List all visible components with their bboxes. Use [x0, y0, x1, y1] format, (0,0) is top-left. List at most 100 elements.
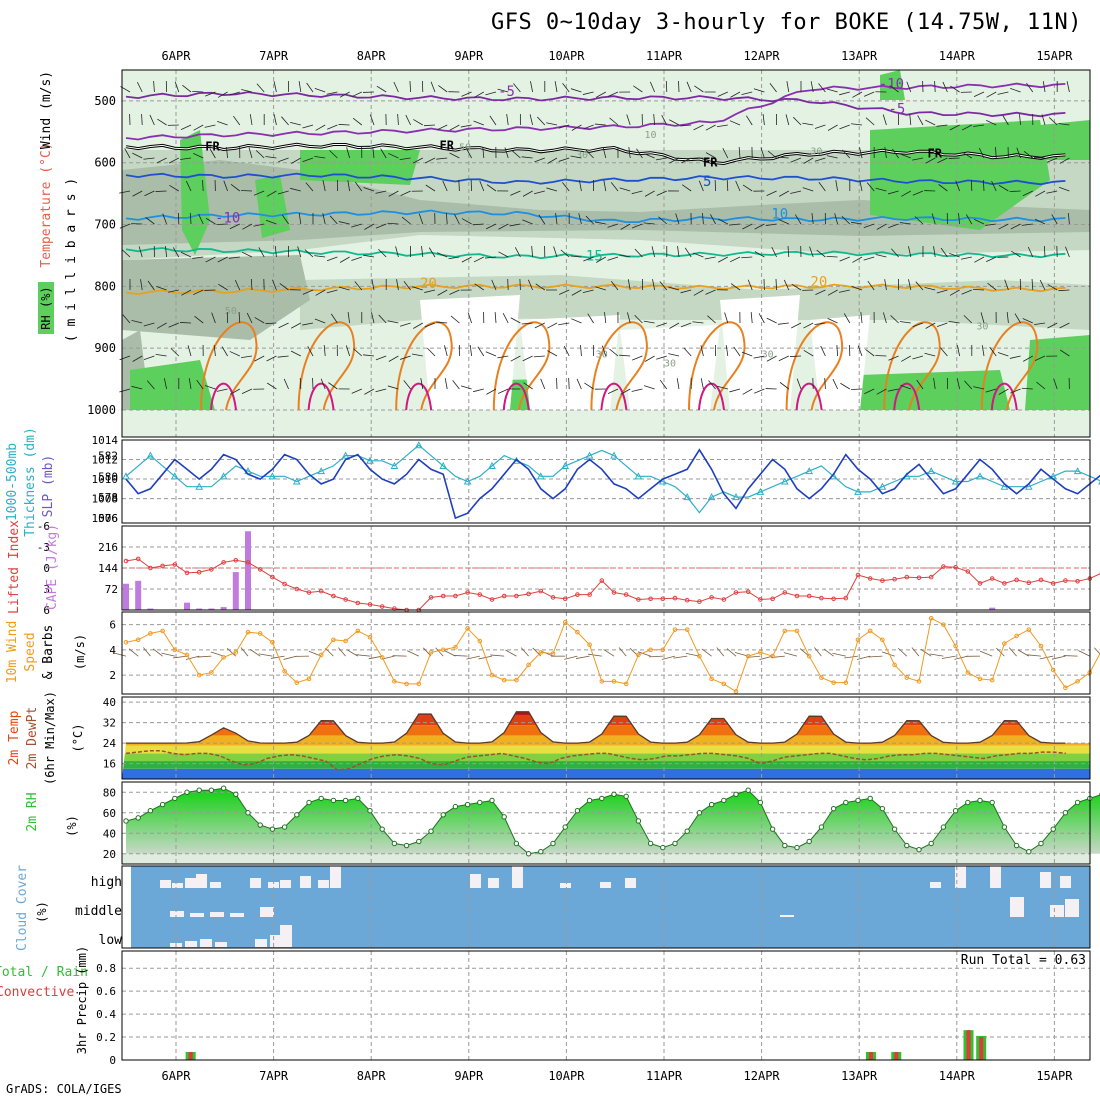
rh-marker	[416, 838, 422, 845]
lifted-index-marker	[1002, 581, 1007, 586]
wind-speed-marker	[1038, 643, 1044, 649]
wind-barb	[486, 184, 497, 192]
wind-speed-marker	[562, 619, 568, 625]
wind-barb	[302, 322, 314, 326]
rh-marker	[294, 812, 300, 818]
wind-barb	[558, 124, 570, 129]
wind-barb	[986, 91, 997, 98]
surface-wind-barb	[844, 655, 859, 659]
surface-wind-barb	[283, 655, 297, 660]
cape-bar	[147, 608, 154, 610]
lifted-index-marker	[782, 590, 788, 595]
wind-barb	[900, 384, 911, 390]
lifted-index-marker	[672, 595, 678, 601]
wind-barb	[1031, 278, 1034, 291]
wind-barb	[424, 289, 436, 293]
wind-barb	[278, 322, 289, 329]
wind-barb	[826, 88, 838, 93]
thickness-marker	[976, 472, 984, 480]
wind-barb	[1059, 157, 1070, 164]
wind-barb	[182, 84, 192, 93]
wind-barb	[395, 246, 399, 258]
panel-2m-temp: 16 24 32 40 2m Temp 2m DewPt (6hr Min/Max) (°C)	[7, 691, 1091, 785]
wind-barb	[692, 321, 704, 324]
temp-band	[122, 711, 1090, 715]
y-tick-label: 0.8	[96, 962, 116, 975]
precip-convective-bar	[188, 1051, 193, 1060]
wind-barb	[912, 322, 924, 328]
panel-frame	[121, 439, 1091, 524]
wind-barb	[875, 187, 887, 192]
wind-barb	[277, 355, 289, 358]
millibars-label: ( m i l l i b a r s )	[64, 178, 79, 342]
lifted-index-marker	[331, 593, 336, 599]
wind-speed-marker	[672, 627, 678, 632]
wind-barb	[610, 182, 619, 192]
wind-barb	[346, 147, 350, 159]
wind-barb	[376, 85, 387, 93]
wind-barb	[352, 117, 363, 126]
wind-barb	[766, 190, 777, 196]
x-tick-label-top: 14APR	[939, 49, 976, 63]
wind-barb	[205, 217, 216, 225]
wind-barb	[851, 221, 863, 225]
wind-barb	[594, 123, 606, 126]
wind-barb	[255, 150, 265, 159]
wind-barb	[339, 91, 350, 98]
temp-axis-unit: (°C)	[71, 724, 85, 753]
lifted-index-marker	[636, 597, 641, 602]
wind-barb	[960, 256, 972, 260]
wind-barb	[338, 286, 350, 291]
thickness-marker	[878, 482, 887, 490]
y-tick-label: 900	[94, 341, 116, 355]
wind-barb	[241, 388, 253, 394]
wind-barb	[427, 347, 436, 357]
panel-frame	[121, 950, 1091, 1061]
rh-marker	[855, 797, 861, 804]
x-tick-label-top: 12APR	[744, 49, 781, 63]
slp-axis-label: SLP (mb)	[41, 455, 56, 518]
wind-barb	[145, 217, 155, 225]
lifted-index-marker	[599, 578, 605, 583]
rh-marker	[647, 840, 654, 847]
wind-barb	[400, 190, 411, 196]
lifted-index-marker	[928, 574, 934, 580]
wind-barb	[632, 355, 643, 361]
wind-barb	[523, 382, 533, 390]
wind-barb	[791, 283, 802, 291]
rh-marker	[342, 797, 349, 804]
wind-barb	[371, 279, 375, 291]
wind-barb	[684, 247, 692, 258]
wind-barb	[315, 124, 326, 131]
wind-speed-marker	[343, 638, 348, 644]
cloud-level-label: high	[91, 875, 122, 890]
temp-band	[122, 725, 1090, 736]
wind-speed-marker	[892, 662, 897, 668]
rh-marker	[635, 818, 642, 824]
lifted-index-marker	[965, 569, 971, 574]
wind-barb	[609, 117, 619, 126]
lifted-index-marker	[440, 593, 446, 599]
wind-barb	[576, 378, 582, 390]
wind-barb	[157, 118, 167, 126]
wind-barb	[558, 157, 570, 162]
wind-barb	[826, 255, 838, 258]
wind-barb	[314, 155, 326, 159]
wind-barb	[582, 289, 594, 293]
wind-barb	[448, 256, 460, 260]
y-tick-label: 32	[103, 717, 116, 730]
wind-barb	[916, 379, 924, 390]
thickness-marker	[854, 487, 862, 495]
wind-barb	[631, 190, 643, 195]
rh-marker	[782, 842, 788, 849]
thickness-marker	[219, 472, 228, 480]
wind-barb	[155, 190, 167, 192]
wind-speed-marker	[514, 677, 519, 683]
wind-speed-marker	[331, 637, 336, 643]
y-tick-label-right: 1014	[92, 434, 119, 447]
lifted-index-marker	[867, 576, 873, 581]
rh-marker	[355, 795, 361, 802]
wind-barb	[826, 155, 838, 159]
isotherm-25	[200, 321, 258, 411]
temp-band	[122, 753, 1090, 762]
